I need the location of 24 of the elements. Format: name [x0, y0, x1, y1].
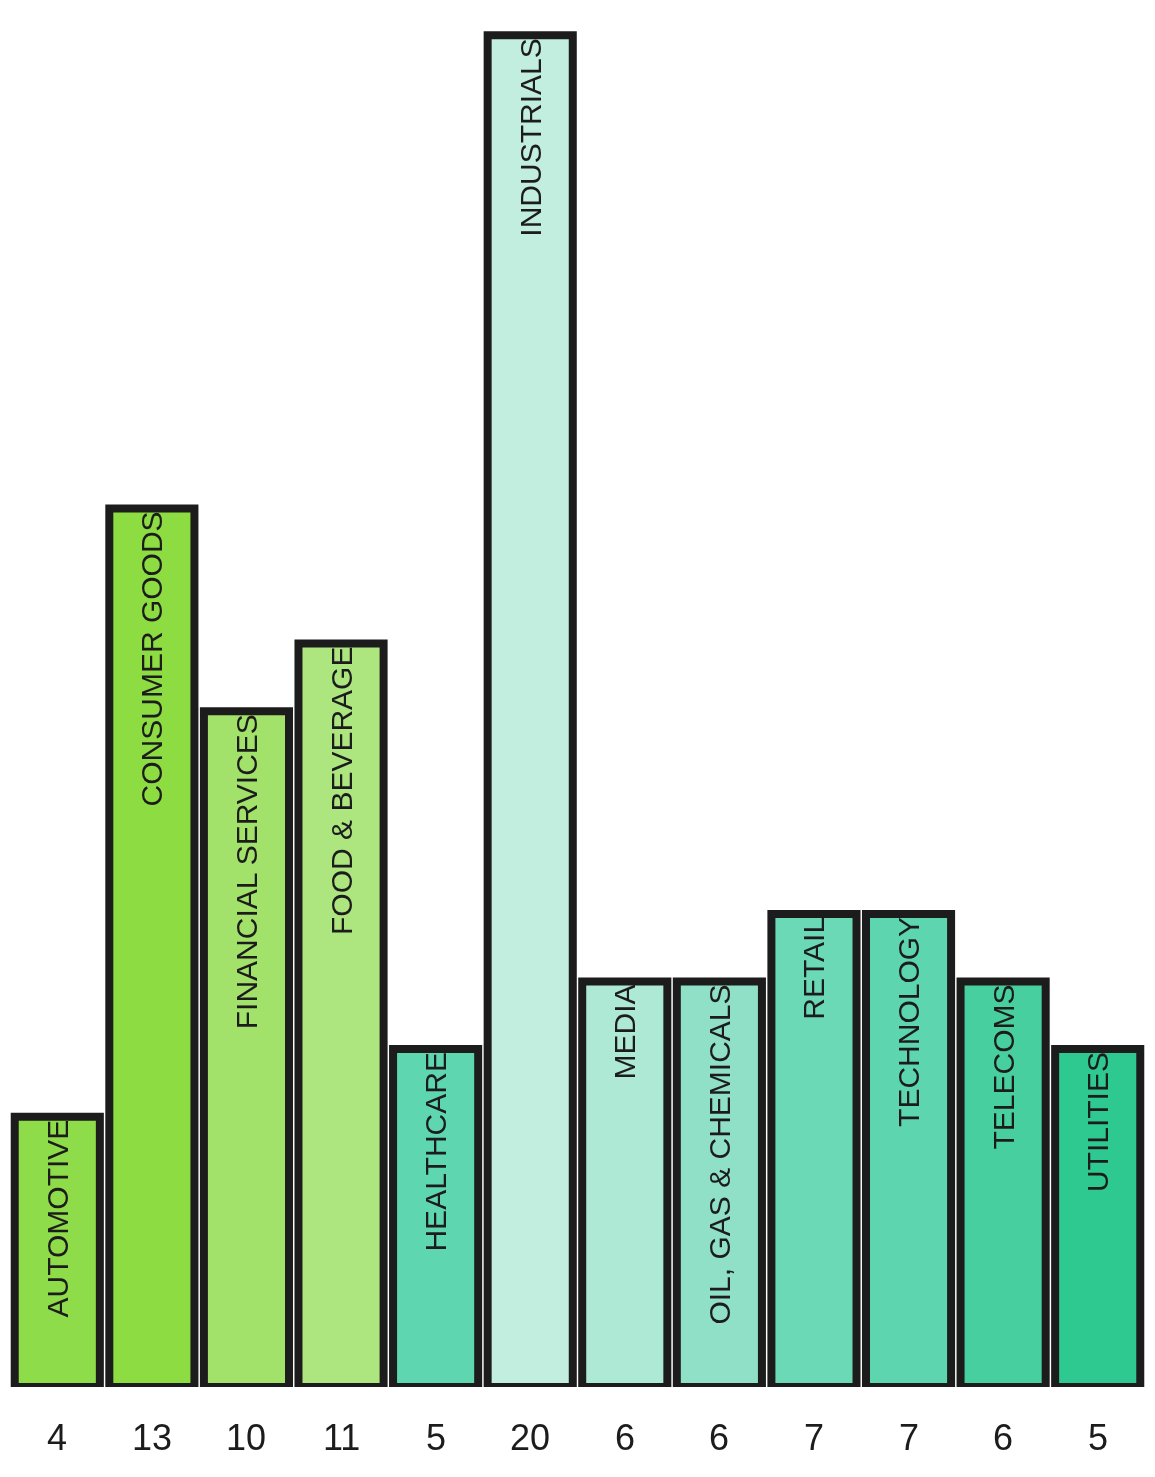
data-label: 4: [47, 1417, 68, 1458]
x-tick-label: RETAIL: [797, 916, 831, 1020]
data-label: 7: [899, 1417, 920, 1458]
x-tick-label: INDUSTRIALS: [513, 38, 547, 237]
x-tick-label: HEALTHCARE: [419, 1052, 453, 1252]
data-label: 7: [804, 1417, 825, 1458]
x-tick-label: TELECOMS: [986, 984, 1020, 1150]
data-label: 10: [226, 1417, 267, 1458]
data-label: 13: [132, 1417, 173, 1458]
data-label: 6: [615, 1417, 636, 1458]
x-tick-label: UTILITIES: [1081, 1052, 1115, 1193]
x-tick-label: MEDIA: [608, 984, 642, 1080]
data-label: 6: [709, 1417, 730, 1458]
x-tick-label: FOOD & BEVERAGE: [324, 646, 358, 935]
data-label: 5: [426, 1417, 447, 1458]
x-tick-label: FINANCIAL SERVICES: [229, 714, 263, 1030]
data-label: 11: [323, 1417, 361, 1458]
data-label: 5: [1088, 1417, 1109, 1458]
x-tick-label: CONSUMER GOODS: [135, 511, 169, 807]
x-tick-label: TECHNOLOGY: [892, 916, 926, 1127]
data-label: 6: [993, 1417, 1014, 1458]
x-tick-label: AUTOMOTIVE: [40, 1119, 74, 1318]
x-tick-label: OIL, GAS & CHEMICALS: [702, 984, 736, 1325]
data-label: 20: [510, 1417, 551, 1458]
